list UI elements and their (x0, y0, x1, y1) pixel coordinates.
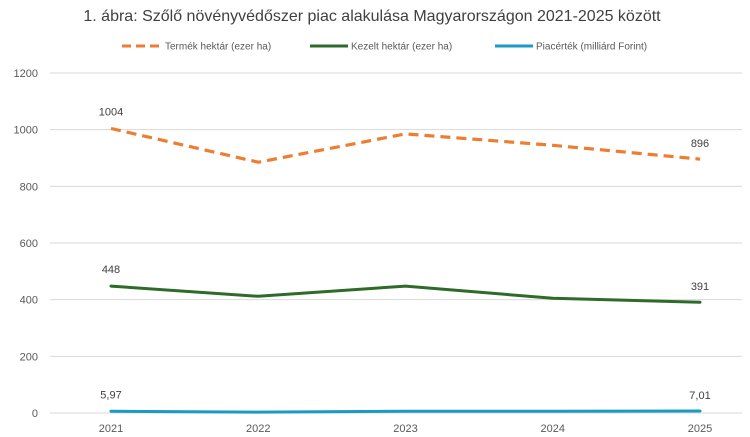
x-tick-label: 2023 (393, 423, 417, 435)
y-tick-label: 400 (20, 295, 38, 307)
x-tick-label: 2022 (246, 423, 270, 435)
series-line (110, 126, 701, 164)
series-line (109, 284, 702, 304)
y-tick-label: 200 (20, 351, 38, 363)
x-tick-label: 2024 (541, 423, 565, 435)
gridlines (50, 72, 742, 414)
legend-label: Termék hektár (ezer ha) (165, 42, 271, 53)
series-line (109, 409, 702, 414)
legend-label: Piacérték (milliárd Forint) (536, 42, 647, 53)
y-tick-label: 1000 (14, 125, 38, 137)
data-label: 5,97 (100, 389, 121, 401)
y-tick-label: 800 (20, 181, 38, 193)
legend: Termék hektár (ezer ha) Kezelt hektár (ez… (122, 42, 647, 53)
chart-title: 1. ábra: Szőlő növényvédőszer piac alaku… (83, 8, 661, 25)
y-tick-label: 1200 (14, 68, 38, 80)
y-tick-label: 600 (20, 238, 38, 250)
data-label: 1004 (99, 107, 123, 119)
data-label: 7,01 (689, 390, 710, 402)
y-axis: 0 200 400 600 800 1000 1200 (14, 68, 38, 420)
series-group (109, 126, 702, 414)
data-label: 391 (691, 281, 709, 293)
data-label: 448 (102, 264, 120, 276)
x-axis: 2021 2022 2023 2024 2025 (99, 423, 712, 435)
y-tick-label: 0 (32, 408, 38, 420)
data-label: 896 (691, 138, 709, 150)
data-labels: 1004 896 448 391 5,97 7,01 (99, 107, 711, 402)
legend-label: Kezelt hektár (ezer ha) (351, 42, 452, 53)
x-tick-label: 2025 (688, 423, 712, 435)
x-tick-label: 2021 (99, 423, 123, 435)
